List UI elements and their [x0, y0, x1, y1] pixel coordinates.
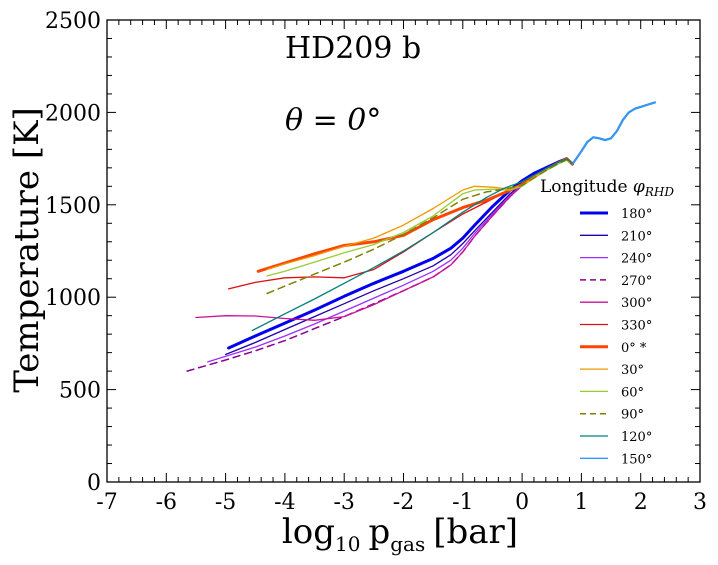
x-axis-title-p-sub: gas	[390, 532, 425, 556]
legend-label-11: 150°	[621, 452, 652, 467]
x-tick-label: -5	[215, 490, 236, 515]
legend-label-5: 330°	[621, 319, 652, 334]
series-line-5	[227, 157, 574, 290]
legend-label-8: 60°	[621, 385, 644, 400]
y-tick-label: 2500	[45, 9, 101, 34]
y-tick-label: 2000	[45, 101, 101, 126]
x-tick-label: -2	[393, 490, 414, 515]
legend-label-6: 0° *	[621, 341, 647, 356]
x-tick-label: 3	[693, 490, 707, 515]
x-tick-label: -7	[96, 490, 117, 515]
annotation-planet: HD209 b	[285, 31, 421, 66]
legend-label-7: 30°	[621, 363, 644, 378]
legend-label-9: 90°	[621, 408, 644, 423]
series-line-9	[266, 158, 574, 295]
series-line-11	[571, 101, 657, 165]
legend-label-0: 180°	[621, 207, 652, 222]
legend-label-2: 240°	[621, 252, 652, 267]
x-tick-label: 1	[574, 490, 588, 515]
y-tick-label: 500	[59, 379, 101, 404]
series-layer	[186, 101, 657, 372]
legend-label-4: 300°	[621, 296, 652, 311]
series-line-deep-profile	[571, 101, 656, 165]
x-tick-label: 2	[634, 490, 648, 515]
x-tick-label: -3	[333, 490, 354, 515]
x-axis-title-log: log	[282, 512, 335, 552]
legend-title-phi: φ	[633, 177, 645, 197]
series-line-7	[266, 158, 574, 271]
series-line-6	[256, 157, 574, 273]
legend: Longitude φRHD 180° 210° 240° 270° 300° 330° 0…	[540, 177, 674, 467]
y-tick-label: 1000	[45, 286, 101, 311]
x-tick-label: -6	[156, 490, 177, 515]
series-line-8	[266, 159, 574, 277]
y-tick-label: 0	[87, 471, 101, 496]
series-line-10	[251, 157, 574, 332]
x-tick-label: -1	[452, 490, 473, 515]
x-tick-label: -4	[274, 490, 295, 515]
legend-title: Longitude φRHD	[540, 177, 674, 199]
labels-layer: -7 -6 -5 -4 -3 -2 -1 0 1 2 3 0 500 1000 1500 2000 2500	[45, 9, 707, 515]
legend-label-1: 210°	[621, 229, 652, 244]
series-line-0	[227, 157, 574, 350]
x-tick-label: 0	[515, 490, 529, 515]
x-axis-title: log10 pgas [bar]	[282, 512, 518, 556]
annotation-theta: θ = 0°	[285, 103, 381, 138]
y-tick-label: 1500	[45, 194, 101, 219]
legend-label-10: 120°	[621, 430, 652, 445]
legend-label-3: 270°	[621, 274, 652, 289]
legend-items: 180° 210° 240° 270° 300° 330° 0° * 30° 60° 90° 120…	[580, 207, 652, 467]
legend-title-text: Longitude	[540, 177, 633, 197]
x-axis-title-unit: [bar]	[433, 512, 518, 552]
legend-title-sub: RHD	[644, 185, 675, 199]
ticks-layer	[106, 19, 701, 483]
x-axis-title-log-sub: 10	[335, 532, 360, 556]
x-axis-title-p: p	[368, 512, 390, 552]
y-axis-title: Temperature [K]	[7, 107, 47, 392]
